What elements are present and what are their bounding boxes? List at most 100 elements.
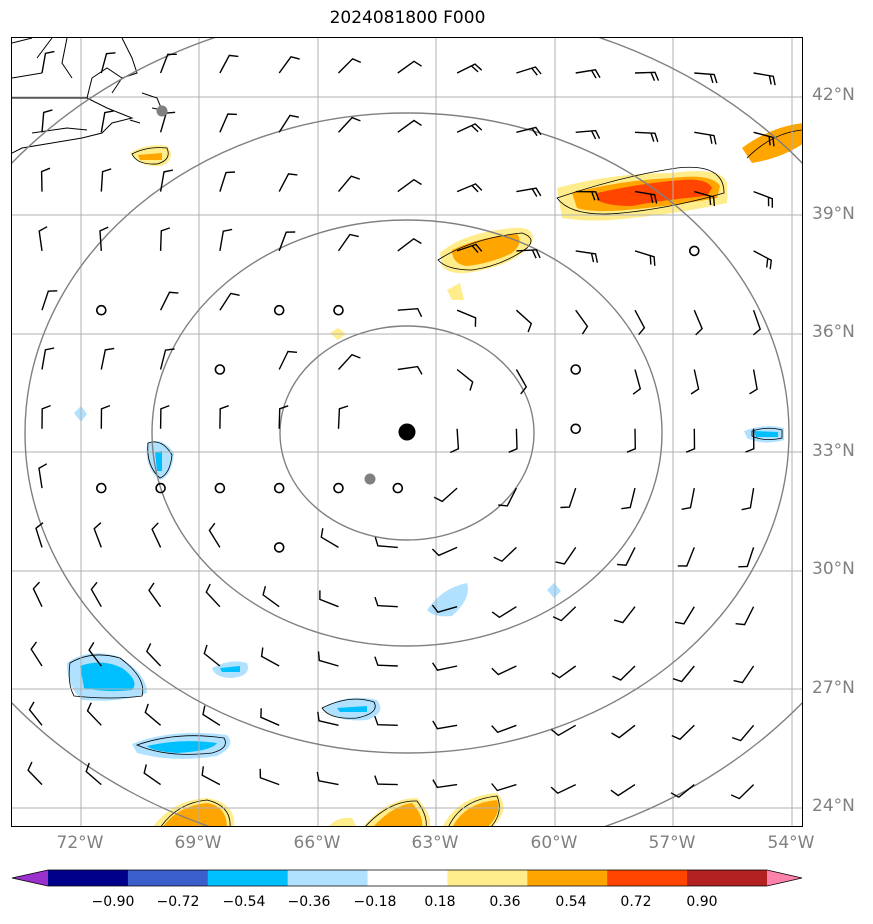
wind-barb <box>626 428 637 453</box>
colorbar-tick-label: 0.18 <box>424 894 456 910</box>
calm-wind-marker <box>96 482 107 494</box>
secondary-center-marker <box>364 473 376 485</box>
lon-label-60w: 60°W <box>530 833 578 853</box>
wind-barb <box>219 405 229 429</box>
calm-wind-marker <box>155 482 166 494</box>
wind-barb <box>550 724 577 737</box>
wind-barb <box>30 641 43 667</box>
colorbar-tick-label: 0.90 <box>686 894 718 910</box>
coast-point-marker <box>156 105 168 117</box>
wind-barb <box>397 60 422 74</box>
negative-region-southwest-core <box>80 662 135 692</box>
positive-region-south-3-core <box>453 800 499 826</box>
wind-barb <box>560 487 577 509</box>
wind-barb <box>634 309 646 336</box>
wind-barb <box>575 250 599 263</box>
wind-barb <box>516 66 542 76</box>
wind-barb <box>575 190 600 201</box>
lon-label-69w: 69°W <box>174 833 222 853</box>
wind-barb <box>634 71 660 81</box>
wind-barb <box>219 292 240 311</box>
wind-barb <box>753 72 776 86</box>
wind-barb <box>374 596 398 608</box>
wind-barb <box>85 762 102 786</box>
wind-barb <box>100 168 112 192</box>
wind-barb <box>730 784 755 800</box>
wind-barb <box>616 547 636 566</box>
range-ring-3 <box>24 112 790 754</box>
wind-barb <box>374 656 398 667</box>
negative-region-east-core <box>754 431 778 437</box>
wind-barb <box>672 665 695 683</box>
wind-barb <box>100 52 116 74</box>
wind-barb <box>491 783 517 792</box>
wind-barb <box>144 703 162 726</box>
calm-wind-marker <box>688 245 700 257</box>
wind-barb <box>317 711 339 726</box>
wind-barb <box>88 642 102 667</box>
wind-barb <box>735 606 755 626</box>
lon-label-72w: 72°W <box>56 833 104 853</box>
wind-barb <box>208 522 221 548</box>
colorbar-segment <box>447 870 528 886</box>
map-panel[interactable] <box>11 37 803 827</box>
wind-barb <box>614 606 636 624</box>
lon-label-63w: 63°W <box>411 833 459 853</box>
wind-barb <box>219 113 237 133</box>
wind-barb <box>551 665 577 679</box>
wind-barb <box>143 764 162 786</box>
wind-barb <box>41 50 55 74</box>
wind-barb <box>449 428 460 454</box>
wind-barb <box>731 724 755 742</box>
wind-barb <box>493 546 517 563</box>
wind-barb <box>632 369 642 395</box>
colorbar-outline <box>11 869 803 887</box>
wind-barb <box>260 647 280 667</box>
colorbar-extend-high <box>767 870 802 886</box>
wind-barb <box>397 178 422 193</box>
wind-barb <box>32 581 43 608</box>
lat-label-24n: 24°N <box>812 796 855 816</box>
wind-barb <box>278 173 298 192</box>
wind-barb <box>374 715 398 726</box>
range-ring-2 <box>151 219 663 647</box>
wind-barb <box>431 546 458 557</box>
wind-barb <box>337 353 361 370</box>
wind-barb <box>491 606 517 619</box>
negative-region-dot-east <box>547 583 561 598</box>
wind-barb <box>159 348 175 370</box>
wind-barb <box>219 54 239 74</box>
positive-region-south-1-core <box>163 803 227 826</box>
wind-barb <box>41 109 53 133</box>
wind-barb <box>278 231 296 252</box>
map-canvas <box>12 38 802 826</box>
wind-barb <box>259 768 280 786</box>
wind-barb <box>432 662 458 671</box>
negative-region-small-west-core <box>220 666 240 672</box>
calm-wind-marker <box>570 423 582 435</box>
colorbar-tick-label: −0.90 <box>91 894 135 910</box>
wind-barb <box>337 175 361 193</box>
lon-label-66w: 66°W <box>293 833 341 853</box>
calm-wind-marker <box>392 482 404 494</box>
colorbar-segment <box>527 870 608 886</box>
wind-barb <box>433 487 458 503</box>
wind-barb <box>159 53 177 74</box>
lat-label-39n: 39°N <box>812 204 855 224</box>
wind-barb <box>634 131 659 143</box>
wind-barb <box>575 309 589 335</box>
wind-barb <box>753 190 773 208</box>
wind-barb-layer <box>27 50 776 800</box>
wind-barb <box>694 190 716 207</box>
wind-barb <box>498 487 518 507</box>
wind-barb <box>278 405 289 429</box>
wind-barb <box>634 250 656 266</box>
wind-barb <box>690 369 700 395</box>
wind-barb <box>317 651 339 667</box>
wind-barb <box>38 226 48 251</box>
wind-barb <box>203 644 221 667</box>
wind-barb <box>432 720 458 730</box>
colorbar-segment <box>367 870 448 886</box>
wind-barb <box>374 775 398 786</box>
wind-barb <box>201 766 221 786</box>
